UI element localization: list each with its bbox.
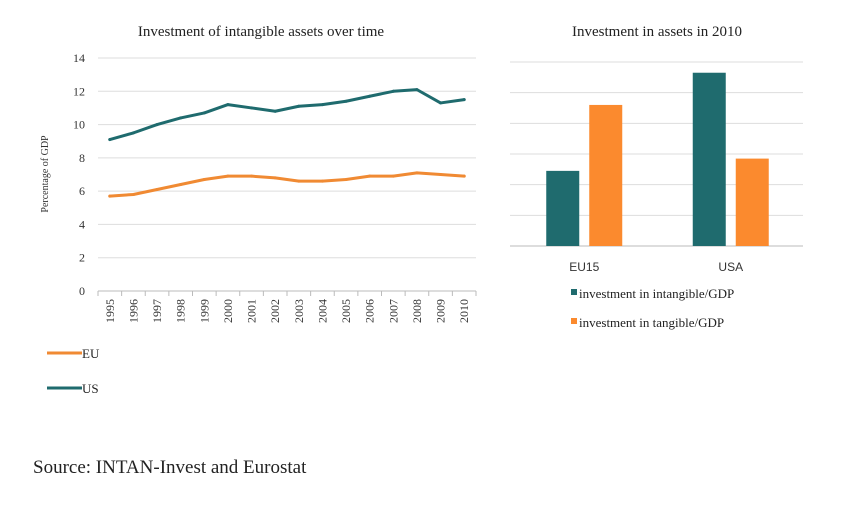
- line-point-us: [202, 111, 206, 115]
- line-chart-series: [108, 88, 466, 198]
- line-chart-x-tick-label: 2009: [434, 299, 448, 323]
- bar-chart-categories: EU15 USA: [569, 260, 743, 274]
- bar-chart-category-label: EU15: [569, 260, 599, 274]
- line-chart-x-tick-label: 2002: [268, 299, 282, 323]
- line-point-us: [344, 99, 348, 103]
- line-point-eu: [250, 174, 254, 178]
- line-point-eu: [297, 179, 301, 183]
- line-chart-x-ticks: 1995 1996 1997 1998 1999 2000 2001 2002 2003 2004…: [97, 291, 477, 323]
- line-chart-y-ticks: 0 2 4 6 8 10 12 14: [73, 51, 85, 298]
- line-point-us: [273, 109, 277, 113]
- line-point-eu: [391, 174, 395, 178]
- line-chart-y-tick-label: 6: [79, 184, 85, 198]
- line-point-us: [462, 98, 466, 102]
- line-chart-x-tick-label: 2006: [363, 299, 377, 323]
- line-chart-y-tick-label: 14: [73, 51, 85, 65]
- line-series-eu: [108, 171, 466, 198]
- bar-chart-category-label: USA: [718, 260, 743, 274]
- line-chart-y-tick-label: 12: [73, 84, 85, 98]
- line-chart-x-tick-label: 2008: [410, 299, 424, 323]
- line-point-eu: [108, 194, 112, 198]
- legend-label-tangible: investment in tangible/GDP: [579, 315, 724, 330]
- line-chart-y-tick-label: 8: [79, 151, 85, 165]
- line-point-us: [297, 104, 301, 108]
- line-point-us: [320, 103, 324, 107]
- line-series-us: [108, 88, 466, 142]
- line-chart-x-tick-label: 2005: [339, 299, 353, 323]
- line-chart-x-tick-label: 1999: [197, 299, 211, 323]
- line-point-eu: [415, 171, 419, 175]
- line-point-us: [391, 89, 395, 93]
- bar-chart-bars: [546, 72, 769, 246]
- legend-label-eu: EU: [82, 346, 100, 361]
- bar-usa-intangible: [692, 72, 726, 246]
- bar-chart-title: Investment in assets in 2010: [572, 24, 742, 40]
- line-point-us: [108, 138, 112, 142]
- line-point-eu: [368, 174, 372, 178]
- line-point-eu: [179, 182, 183, 186]
- line-point-eu: [344, 177, 348, 181]
- line-point-us: [131, 131, 135, 135]
- legend-swatch-tangible: [571, 318, 577, 324]
- line-chart: Investment of intangible assets over tim…: [40, 24, 477, 396]
- line-point-eu: [202, 177, 206, 181]
- line-chart-y-axis-label: Percentage of GDP: [40, 135, 51, 213]
- line-chart-x-tick-label: 2001: [245, 299, 259, 323]
- line-point-us: [439, 101, 443, 105]
- source-note: Source: INTAN-Invest and Eurostat: [33, 457, 307, 478]
- line-point-us: [179, 116, 183, 120]
- line-point-eu: [462, 174, 466, 178]
- line-point-us: [368, 94, 372, 98]
- line-point-eu: [226, 174, 230, 178]
- line-chart-y-tick-label: 4: [79, 217, 85, 231]
- line-chart-x-tick-label: 2003: [292, 299, 306, 323]
- line-chart-x-tick-label: 1996: [126, 299, 140, 323]
- line-point-us: [226, 103, 230, 107]
- legend-label-intangible: investment in intangible/GDP: [579, 286, 734, 301]
- bar-usa-tangible: [735, 158, 769, 246]
- line-chart-x-tick-label: 1995: [103, 299, 117, 323]
- line-point-eu: [131, 192, 135, 196]
- line-point-eu: [155, 187, 159, 191]
- line-chart-x-tick-label: 2010: [457, 299, 471, 323]
- line-chart-title: Investment of intangible assets over tim…: [138, 24, 385, 40]
- line-chart-legend: EU US: [47, 346, 100, 396]
- bar-eu15-intangible: [546, 170, 580, 246]
- line-point-eu: [439, 173, 443, 176]
- line-point-us: [155, 123, 159, 127]
- bar-eu15-tangible: [589, 104, 623, 246]
- line-chart-x-tick-label: 2000: [221, 299, 235, 323]
- line-chart-y-tick-label: 0: [79, 284, 85, 298]
- line-chart-y-tick-label: 10: [73, 118, 85, 132]
- line-chart-x-tick-label: 1998: [174, 299, 188, 323]
- line-chart-x-tick-label: 1997: [150, 299, 164, 323]
- bar-chart-legend: investment in intangible/GDP investment i…: [571, 286, 734, 330]
- line-point-us: [415, 88, 419, 92]
- legend-label-us: US: [82, 381, 99, 396]
- bar-chart: Investment in assets in 2010 EU15 USA inv…: [510, 24, 803, 330]
- line-point-eu: [273, 176, 277, 180]
- line-chart-y-tick-label: 2: [79, 251, 85, 265]
- legend-swatch-intangible: [571, 289, 577, 295]
- line-point-us: [250, 106, 254, 110]
- line-point-eu: [320, 179, 324, 183]
- line-chart-x-tick-label: 2007: [386, 299, 400, 323]
- line-chart-x-tick-label: 2004: [315, 299, 329, 323]
